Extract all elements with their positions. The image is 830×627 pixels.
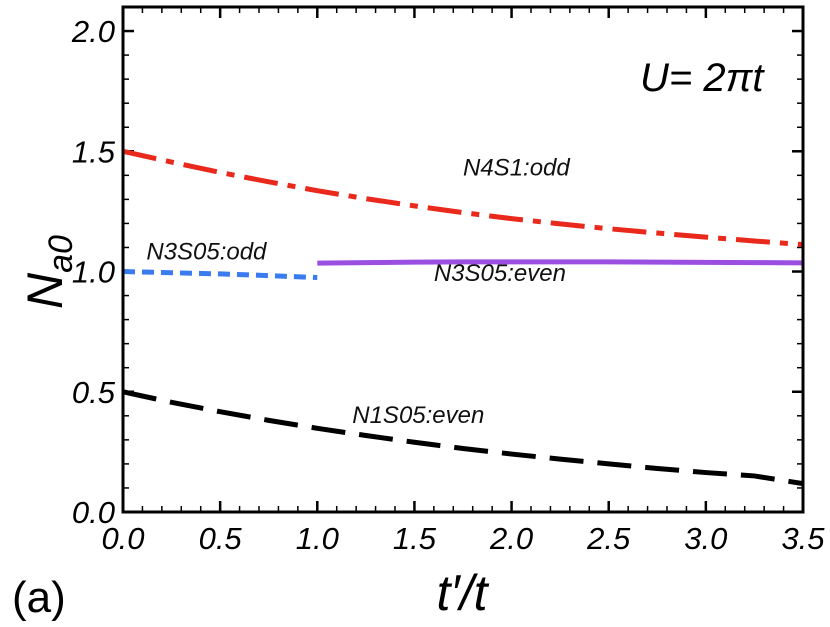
series-label-n4s1-odd: N4S1:odd xyxy=(463,154,570,181)
series-label-n1s05-even: N1S05:even xyxy=(352,402,484,429)
x-tick-label: 1.5 xyxy=(393,521,437,556)
x-tick-label: 3.0 xyxy=(684,521,727,556)
x-axis-label: t′/t xyxy=(436,565,489,621)
series-line-n3s05-odd xyxy=(122,269,318,281)
y-tick-label: 0.5 xyxy=(72,375,116,410)
y-tick-label: 2.0 xyxy=(71,14,115,49)
series-label-n3s05-even: N3S05:even xyxy=(434,260,566,287)
y-tick-label: 0.0 xyxy=(72,495,115,530)
x-tick-label: 3.5 xyxy=(781,521,825,556)
x-tick-label: 0.5 xyxy=(199,521,243,556)
annotation-u: U= 2πt xyxy=(640,56,765,100)
series-label-n3s05-odd: N3S05:odd xyxy=(146,239,267,266)
y-tick-label: 1.0 xyxy=(72,255,115,290)
y-axis-label: Na0 xyxy=(17,235,80,309)
y-axis-label-subscript: a0 xyxy=(42,235,80,273)
series-line-n1s05-even xyxy=(122,389,804,487)
tick-labels: 0.0 0.5 1.0 1.5 2.0 2.5 3.0 3.5 0.0 0.5 1.0 1.5 2.0 xyxy=(71,14,825,556)
x-tick-label: 0.0 xyxy=(101,521,144,556)
plot-frame xyxy=(121,5,805,514)
series-layer xyxy=(122,148,804,487)
x-tick-label: 1.0 xyxy=(296,521,339,556)
series-labels: N4S1:odd N3S05:odd N3S05:even N1S05:even xyxy=(146,154,570,429)
x-tick-label: 2.0 xyxy=(489,521,533,556)
y-tick-label: 1.5 xyxy=(72,134,116,169)
series-line-n4s1-odd xyxy=(122,148,804,248)
y-axis-label-main: N xyxy=(17,272,73,309)
panel-label: (a) xyxy=(12,573,66,622)
x-tick-label: 2.5 xyxy=(586,521,631,556)
series-line-n3s05-even xyxy=(317,259,804,266)
